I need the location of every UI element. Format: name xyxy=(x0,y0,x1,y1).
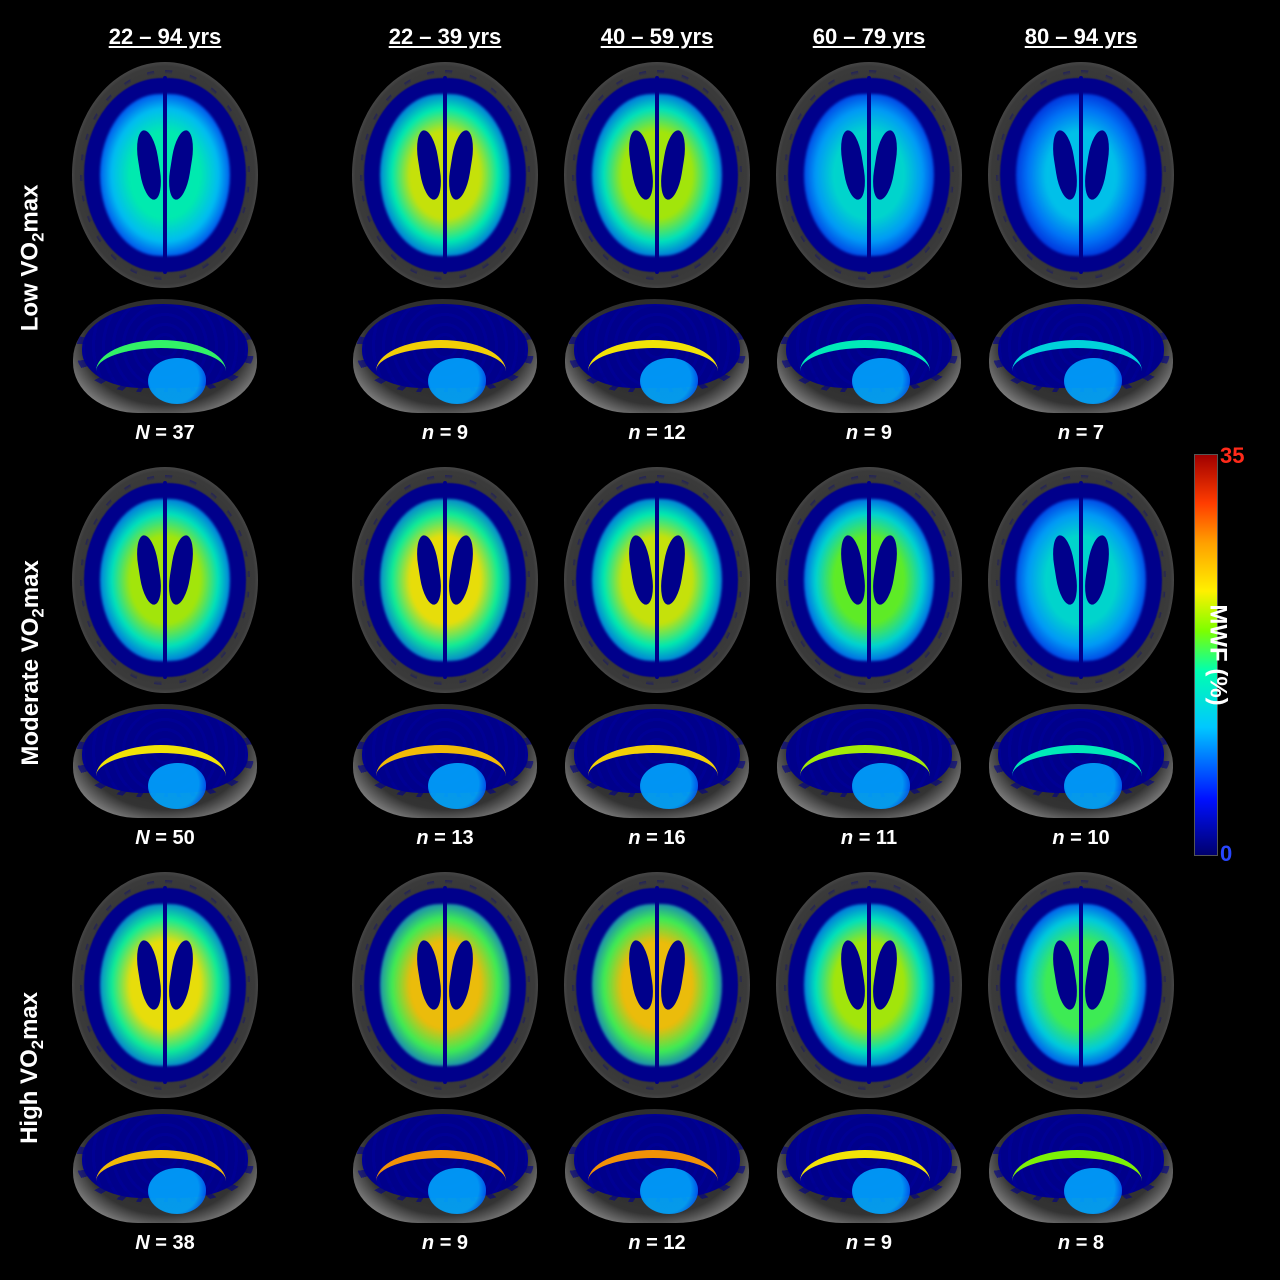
cell-mod-c2: n = 16 xyxy=(557,465,757,860)
figure-root: 22 – 94 yrs 22 – 39 yrs 40 – 59 yrs 60 –… xyxy=(0,0,1280,1280)
cell-high-c3: n = 9 xyxy=(769,870,969,1265)
brain-sagittal xyxy=(350,701,540,821)
n-label: n = 9 xyxy=(422,422,468,445)
cell-low-c4: n = 7 xyxy=(981,60,1181,455)
cell-high-all: N = 38 xyxy=(65,870,265,1265)
brain-axial xyxy=(350,60,540,290)
brain-sagittal xyxy=(70,296,260,416)
brain-axial xyxy=(350,465,540,695)
row-label-low: Low VO2max xyxy=(0,60,65,455)
brain-axial xyxy=(562,870,752,1100)
n-label: n = 8 xyxy=(1058,1232,1104,1255)
n-label: n = 9 xyxy=(846,1232,892,1255)
rows-container: Low VO2maxN = 37n = 9n = 12n = 9n = 7Mod… xyxy=(65,60,1190,1265)
col-header-c3: 60 – 79 yrs xyxy=(769,24,969,50)
cell-mod-all: N = 50 xyxy=(65,465,265,860)
cell-low-c2: n = 12 xyxy=(557,60,757,455)
cell-high-c1: n = 9 xyxy=(345,870,545,1265)
brain-sagittal xyxy=(774,701,964,821)
n-label: n = 13 xyxy=(416,827,473,850)
brain-axial xyxy=(70,60,260,290)
col-header-all: 22 – 94 yrs xyxy=(65,24,265,50)
column-headers: 22 – 94 yrs 22 – 39 yrs 40 – 59 yrs 60 –… xyxy=(65,10,1190,50)
n-label: n = 9 xyxy=(422,1232,468,1255)
n-label: n = 12 xyxy=(628,1232,685,1255)
brain-sagittal xyxy=(70,701,260,821)
col-header-c4: 80 – 94 yrs xyxy=(981,24,1181,50)
brain-sagittal xyxy=(562,1106,752,1226)
row-label-mod: Moderate VO2max xyxy=(0,465,65,860)
brain-axial xyxy=(986,465,1176,695)
brain-axial xyxy=(562,465,752,695)
row-label-high: High VO2max xyxy=(0,870,65,1265)
colorbar-label: MWF (%) xyxy=(1203,604,1231,705)
brain-axial xyxy=(986,60,1176,290)
colorbar-tick-max: 35 xyxy=(1220,443,1244,469)
brain-axial xyxy=(774,60,964,290)
brain-axial xyxy=(774,465,964,695)
brain-sagittal xyxy=(350,296,540,416)
n-label: N = 37 xyxy=(135,422,195,445)
col-header-c1: 22 – 39 yrs xyxy=(345,24,545,50)
cell-low-c3: n = 9 xyxy=(769,60,969,455)
n-label: n = 16 xyxy=(628,827,685,850)
brain-axial xyxy=(70,465,260,695)
n-label: n = 11 xyxy=(841,827,897,850)
row-low: Low VO2maxN = 37n = 9n = 12n = 9n = 7 xyxy=(65,60,1190,455)
cell-mod-c3: n = 11 xyxy=(769,465,969,860)
cell-low-all: N = 37 xyxy=(65,60,265,455)
brain-sagittal xyxy=(774,1106,964,1226)
n-label: N = 38 xyxy=(135,1232,195,1255)
cell-high-c4: n = 8 xyxy=(981,870,1181,1265)
brain-sagittal xyxy=(562,701,752,821)
brain-sagittal xyxy=(350,1106,540,1226)
brain-axial xyxy=(986,870,1176,1100)
colorbar-tick-min: 0 xyxy=(1220,841,1232,867)
brain-sagittal xyxy=(986,296,1176,416)
brain-sagittal xyxy=(774,296,964,416)
cell-mod-c1: n = 13 xyxy=(345,465,545,860)
n-label: n = 9 xyxy=(846,422,892,445)
row-high: High VO2maxN = 38n = 9n = 12n = 9n = 8 xyxy=(65,870,1190,1265)
brain-axial xyxy=(774,870,964,1100)
n-label: n = 10 xyxy=(1052,827,1109,850)
row-cells: N = 38 n = 9 n = 12 n = 9 n = 8 xyxy=(65,870,1190,1265)
cell-mod-c4: n = 10 xyxy=(981,465,1181,860)
n-label: n = 12 xyxy=(628,422,685,445)
colorbar: 35 0 MWF (%) xyxy=(1194,455,1252,855)
brain-axial xyxy=(562,60,752,290)
brain-sagittal xyxy=(986,701,1176,821)
row-cells: N = 50 n = 13 n = 16 n = 11 n = 10 xyxy=(65,465,1190,860)
n-label: n = 7 xyxy=(1058,422,1104,445)
brain-sagittal xyxy=(562,296,752,416)
col-header-c2: 40 – 59 yrs xyxy=(557,24,757,50)
brain-sagittal xyxy=(70,1106,260,1226)
cell-high-c2: n = 12 xyxy=(557,870,757,1265)
row-cells: N = 37 n = 9 n = 12 n = 9 n = 7 xyxy=(65,60,1190,455)
brain-axial xyxy=(350,870,540,1100)
row-mod: Moderate VO2maxN = 50n = 13n = 16n = 11n… xyxy=(65,465,1190,860)
n-label: N = 50 xyxy=(135,827,195,850)
brain-sagittal xyxy=(986,1106,1176,1226)
brain-axial xyxy=(70,870,260,1100)
cell-low-c1: n = 9 xyxy=(345,60,545,455)
